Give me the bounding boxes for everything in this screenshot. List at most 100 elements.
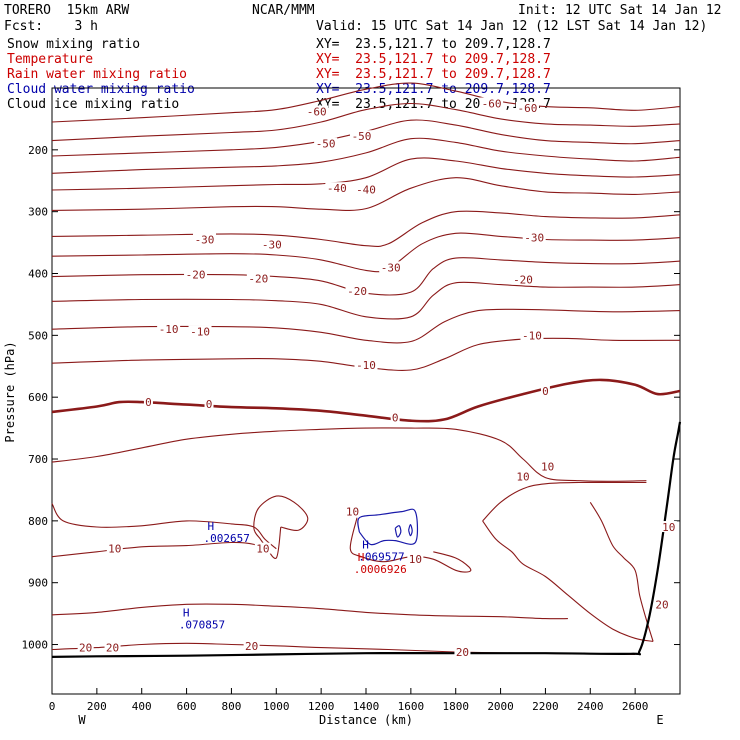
isotherm-line: [51, 232, 681, 273]
contour-label-mask: [390, 411, 400, 423]
contour-label-mask: [184, 268, 208, 280]
contour-label: 20: [106, 642, 119, 655]
contour-label-mask: [345, 284, 369, 296]
field-name-cloud-water: Cloud water mixing ratio: [7, 82, 195, 97]
contour-label: -60: [518, 102, 538, 115]
x-tick-label: 1800: [442, 700, 469, 713]
y-tick-label: 600: [28, 391, 48, 404]
x-axis-east-label: E: [656, 713, 663, 727]
field-xy-temperature: XY= 23.5,121.7 to 209.7,128.7: [316, 52, 551, 67]
x-axis-label: Distance (km): [319, 713, 413, 727]
x-tick-label: 1000: [263, 700, 290, 713]
extremum-marker: H: [358, 551, 365, 564]
contour-label-mask: [157, 323, 181, 335]
isotherm-line: [349, 517, 472, 573]
y-tick-label: 800: [28, 515, 48, 528]
contour-label-mask: [407, 553, 424, 565]
contour-label: -10: [522, 329, 542, 342]
extremum-value: .002657: [203, 532, 249, 545]
contour-label-mask: [654, 598, 671, 610]
init-label: Init: 12 UTC Sat 14 Jan 12: [518, 3, 722, 18]
field-name-snow: Snow mixing ratio: [7, 37, 141, 52]
contour-label: 10: [409, 553, 422, 566]
contour-label: -50: [352, 130, 372, 143]
x-tick-label: 2400: [577, 700, 604, 713]
contour-label: -30: [381, 261, 401, 274]
contour-label-mask: [350, 130, 374, 142]
contour-label: -20: [347, 285, 367, 298]
extremum-value: .070857: [179, 619, 225, 632]
y-axis-label: Pressure (hPa): [3, 341, 17, 442]
y-tick-label: 400: [28, 268, 48, 281]
field-name-temperature: Temperature: [7, 52, 94, 67]
contour-label: 20: [79, 642, 92, 655]
contour-label-mask: [246, 272, 270, 284]
cloud-water-contour: [408, 523, 413, 537]
valid-label: Valid: 15 UTC Sat 14 Jan 12 (12 LST Sat …: [316, 19, 708, 34]
contour-label-mask: [314, 137, 338, 149]
contour-label-mask: [254, 542, 271, 554]
contour-label: -10: [356, 359, 376, 372]
contour-label: 10: [256, 543, 269, 556]
x-tick-label: 200: [87, 700, 107, 713]
isotherm-line: [51, 378, 681, 423]
contour-label: 20: [655, 598, 668, 611]
contour-label-mask: [379, 261, 403, 273]
contour-label: 10: [108, 543, 121, 556]
isotherm-line: [51, 137, 681, 174]
contour-label-mask: [515, 470, 531, 482]
isotherm-line: [482, 520, 654, 642]
x-tick-label: 800: [221, 700, 241, 713]
y-tick-label: 700: [28, 453, 48, 466]
x-tick-label: 2600: [622, 700, 649, 713]
isotherm-line: [51, 257, 681, 296]
contour-label-mask: [522, 231, 546, 243]
contour-label-mask: [106, 542, 123, 554]
contour-label: -30: [262, 238, 282, 251]
contour-label: -10: [190, 326, 210, 339]
contour-label: -40: [327, 182, 347, 195]
contour-label-mask: [354, 359, 378, 371]
y-tick-label: 500: [28, 329, 48, 342]
contour-label: 10: [662, 521, 675, 534]
contour-label-mask: [511, 273, 535, 285]
contour-label-mask: [354, 183, 378, 195]
forecast-label: Fcst: 3 h: [4, 19, 98, 34]
contour-label: -60: [482, 97, 502, 110]
isotherm-line: [51, 210, 681, 247]
contour-label: 0: [392, 412, 399, 425]
isotherm-line: [51, 308, 681, 344]
extremum-marker: H: [362, 539, 369, 552]
terrain-line: [51, 421, 682, 658]
contour-label-mask: [193, 233, 217, 245]
contour-label-mask: [104, 641, 121, 653]
contour-label-mask: [243, 639, 260, 651]
y-tick-label: 900: [28, 577, 48, 590]
contour-label: -20: [513, 274, 533, 287]
isotherm-line: [589, 502, 654, 642]
extremum-value: .069577: [358, 551, 404, 564]
contour-label: 0: [542, 385, 549, 398]
contour-label-mask: [454, 645, 471, 657]
isotherm-line: [51, 177, 681, 211]
contour-label-mask: [539, 460, 556, 472]
field-xy-cloud-water: XY= 23.5,121.7 to 209.7,128.7: [316, 82, 551, 97]
isotherm-line: [51, 427, 647, 482]
field-name-rain: Rain water mixing ratio: [7, 67, 188, 82]
extremum-marker: H: [183, 607, 190, 620]
model-label: TORERO 15km ARW: [4, 3, 130, 18]
isotherm-line: [51, 157, 681, 191]
y-tick-label: 200: [28, 144, 48, 157]
contour-label: 10: [516, 470, 529, 483]
contour-label: -60: [307, 105, 327, 118]
contour-label: -50: [316, 138, 336, 151]
x-tick-label: 1600: [398, 700, 425, 713]
center-label: NCAR/MMM: [252, 3, 315, 18]
extremum-value: .0006926: [354, 563, 407, 576]
contour-label-mask: [305, 105, 329, 117]
isotherm-line: [51, 603, 568, 620]
x-tick-label: 1200: [308, 700, 335, 713]
contour-label-mask: [204, 397, 214, 409]
x-tick-label: 600: [177, 700, 197, 713]
contour-label: -10: [159, 323, 179, 336]
